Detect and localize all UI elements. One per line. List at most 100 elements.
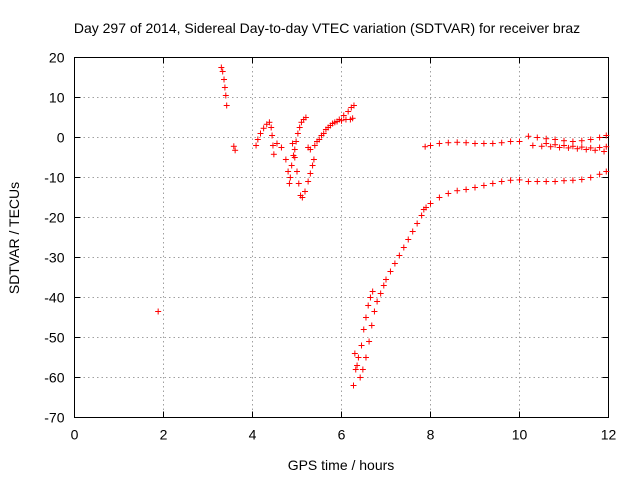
data-point [565, 144, 572, 151]
data-point [472, 140, 478, 147]
y-axis-label: SDTVAR / TECUs [6, 182, 22, 294]
data-point [257, 130, 264, 137]
data-point [260, 125, 267, 132]
x-tick-label: 2 [160, 427, 168, 443]
data-point [603, 143, 610, 150]
y-tick-label: -70 [44, 410, 64, 426]
data-point [254, 136, 261, 143]
data-point [507, 138, 514, 145]
data-point [360, 326, 367, 333]
data-point [268, 124, 275, 131]
data-point [472, 184, 478, 191]
y-tick-label: 10 [49, 90, 65, 106]
data-point [299, 194, 306, 201]
data-point [391, 260, 398, 267]
data-point [463, 139, 470, 146]
data-point [345, 108, 352, 115]
data-point [331, 119, 338, 126]
data-point [305, 178, 312, 185]
data-point [291, 146, 298, 153]
data-point [543, 178, 550, 185]
data-point [340, 112, 347, 119]
data-point [269, 142, 276, 149]
data-point [289, 140, 296, 147]
data-point [380, 282, 387, 289]
data-point [489, 140, 496, 147]
data-point [309, 162, 316, 169]
data-point [288, 162, 295, 169]
x-tick-label: 4 [249, 427, 257, 443]
data-point [371, 308, 378, 315]
data-point [362, 314, 369, 321]
x-tick-label: 8 [427, 427, 435, 443]
data-point [349, 115, 356, 122]
data-point [383, 276, 389, 283]
data-point [569, 143, 576, 150]
grid-lines [74, 57, 609, 418]
data-point [322, 126, 329, 133]
data-point [538, 143, 545, 150]
data-point [278, 144, 285, 151]
data-point [270, 151, 277, 158]
data-point [287, 174, 294, 181]
data-point [596, 171, 603, 178]
data-point [282, 156, 289, 163]
data-point [445, 139, 452, 146]
data-point [587, 174, 594, 181]
data-point [516, 176, 523, 183]
data-point [561, 177, 567, 184]
data-point [350, 102, 357, 109]
x-tick-label: 0 [71, 427, 79, 443]
data-point [327, 122, 334, 129]
data-point [423, 204, 430, 211]
data-point [463, 186, 470, 193]
y-tick-label: -30 [44, 250, 64, 266]
data-point [310, 156, 317, 163]
data-point [350, 382, 357, 389]
data-point [454, 139, 461, 146]
y-tick-label: -60 [44, 370, 64, 386]
data-point [422, 143, 429, 150]
data-point [436, 194, 443, 201]
data-point [369, 288, 376, 295]
data-point [366, 338, 373, 345]
y-tick-label: 0 [57, 130, 65, 146]
y-tick-label: -20 [44, 210, 64, 226]
data-points [155, 64, 610, 389]
data-point [285, 168, 292, 175]
data-point [362, 354, 369, 361]
data-point [552, 178, 559, 185]
data-point [587, 144, 594, 151]
data-point [155, 308, 162, 315]
data-point [358, 342, 365, 349]
data-point [269, 132, 276, 139]
data-point [596, 134, 603, 141]
data-point [574, 145, 581, 152]
data-point [365, 302, 372, 309]
data-point [221, 76, 228, 83]
data-point [578, 144, 585, 151]
chart-title: Day 297 of 2014, Sidereal Day-to-day VTE… [74, 20, 580, 36]
data-point [543, 140, 550, 147]
data-point [547, 143, 554, 150]
data-point [498, 178, 505, 185]
data-point [427, 142, 434, 149]
data-point [596, 144, 603, 151]
plot-frame [74, 57, 609, 418]
data-point [355, 354, 362, 361]
data-point [307, 146, 314, 153]
data-point [367, 294, 374, 301]
data-point [534, 134, 541, 141]
data-point [396, 252, 403, 259]
y-tick-label: 20 [49, 50, 65, 66]
data-point [592, 147, 599, 154]
y-tick-label: -40 [44, 290, 64, 306]
data-point [489, 180, 496, 187]
data-point [223, 102, 230, 109]
data-point [374, 298, 381, 305]
y-tick-label: -50 [44, 330, 64, 346]
data-point [603, 168, 610, 175]
x-tick-labels: 0 2 4 6 8 10 12 [71, 427, 617, 443]
data-point [286, 180, 293, 187]
data-point [480, 140, 487, 147]
